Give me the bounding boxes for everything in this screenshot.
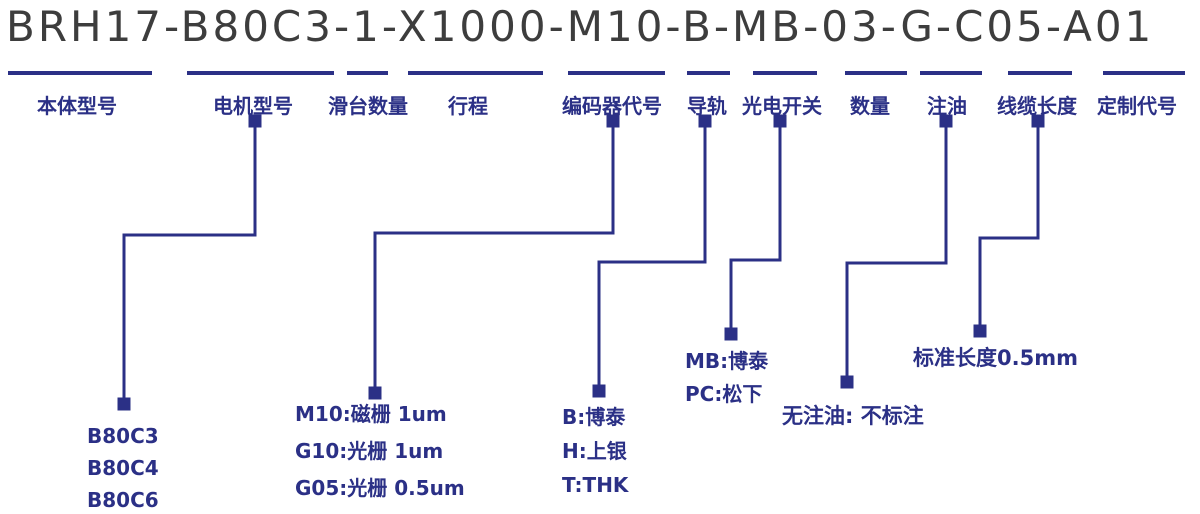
- oil-note: 无注油: 不标注: [782, 404, 924, 428]
- segment-underline-rail: [687, 71, 730, 75]
- segment-label-cable-length: 线缆长度: [997, 94, 1077, 118]
- segment-label-rail: 导轨: [687, 94, 727, 118]
- segment-underline-encoder-code: [568, 71, 665, 75]
- segment-underline-photo-switch: [753, 71, 817, 75]
- encoder-option: G05:光栅 0.5um: [295, 476, 465, 500]
- segment-label-photo-switch: 光电开关: [742, 94, 822, 118]
- connector-rail: [592, 114, 712, 398]
- segment-underline-cable-length: [1008, 71, 1072, 75]
- segment-underline-stroke: [408, 71, 543, 75]
- segment-label-custom-code: 定制代号: [1097, 94, 1177, 118]
- connector-encoder-code: [368, 114, 620, 400]
- segment-underline-slider-qty: [347, 71, 388, 75]
- rail-option: T:THK: [562, 473, 629, 497]
- photo-switch-option: MB:博泰: [685, 349, 769, 373]
- motor-model-options: B80C3 B80C4 B80C6: [87, 426, 159, 514]
- rail-option: H:上银: [562, 439, 627, 463]
- encoder-option: G10:光栅 1um: [295, 439, 444, 463]
- encoder-code-options: M10:磁栅 1um G10:光栅 1um G05:光栅 0.5um: [295, 404, 465, 514]
- segment-underline-motor-model: [187, 71, 334, 75]
- model-number-title: BRH17-B80C3-1-X1000-M10-B-MB-03-G-C05-A0…: [6, 2, 1155, 51]
- segment-underline-custom-code: [1103, 71, 1185, 75]
- segment-underline-body-model: [8, 71, 152, 75]
- connector-cable-length: [973, 114, 1045, 338]
- connector-photo-switch: [724, 114, 787, 341]
- connector-motor-model: [117, 114, 262, 411]
- segment-label-body-model: 本体型号: [37, 94, 117, 118]
- segment-label-motor-model: 电机型号: [213, 94, 293, 118]
- segment-label-slider-qty: 滑台数量: [328, 94, 408, 118]
- rail-options: B:博泰 H:上银 T:THK: [562, 407, 628, 509]
- segment-underline-oil: [920, 71, 982, 75]
- motor-option: B80C3: [87, 424, 159, 448]
- cable-length-note: 标准长度0.5mm: [913, 346, 1078, 370]
- segment-label-oil: 注油: [927, 94, 967, 118]
- segment-label-stroke: 行程: [448, 94, 488, 118]
- motor-option: B80C6: [87, 488, 159, 512]
- segment-label-encoder-code: 编码器代号: [562, 94, 662, 118]
- photo-switch-option: PC:松下: [685, 382, 763, 406]
- connector-oil: [840, 114, 953, 389]
- motor-option: B80C4: [87, 456, 159, 480]
- encoder-option: M10:磁栅 1um: [295, 402, 447, 426]
- photo-switch-options: MB:博泰 PC:松下: [685, 351, 768, 417]
- segment-label-quantity: 数量: [850, 94, 890, 118]
- rail-option: B:博泰: [562, 405, 626, 429]
- segment-underline-quantity: [845, 71, 907, 75]
